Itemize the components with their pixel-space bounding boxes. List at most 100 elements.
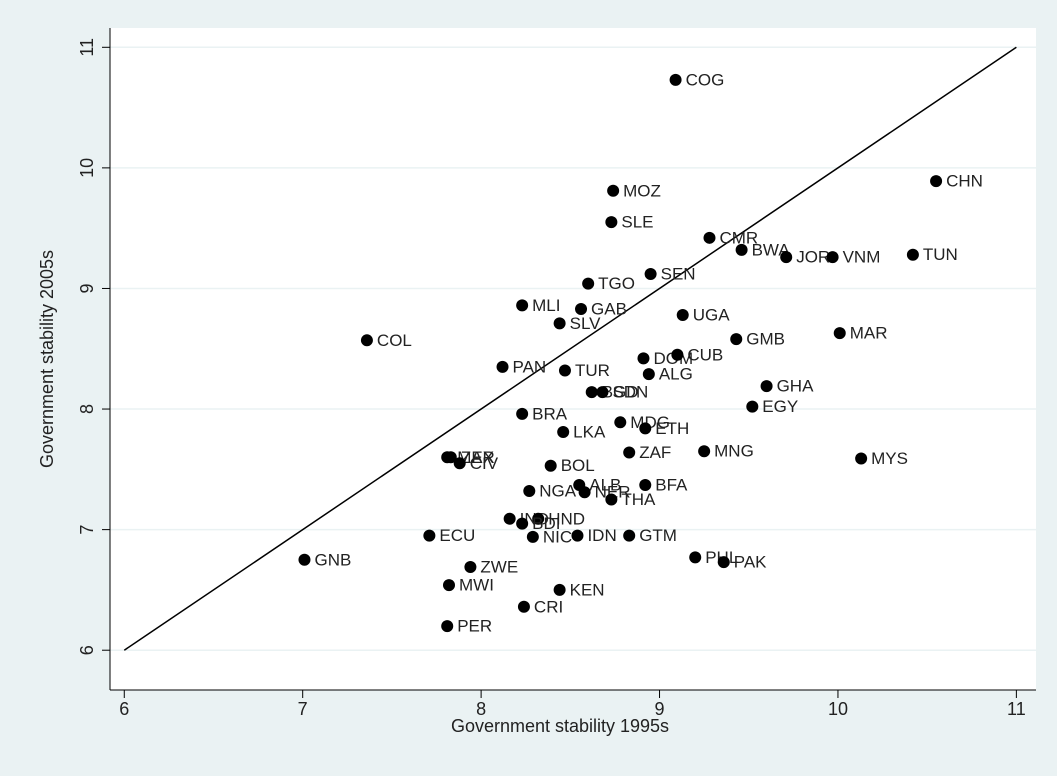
point-label: TUR: [575, 361, 610, 380]
point: [503, 512, 516, 525]
point: [730, 333, 743, 346]
point-label: EGY: [762, 397, 798, 416]
point: [532, 512, 545, 525]
point: [464, 561, 477, 574]
x-tick-label: 11: [1007, 699, 1026, 719]
point-label: BRA: [532, 404, 568, 423]
point-label: LKA: [573, 422, 606, 441]
point-label: UGA: [693, 305, 731, 324]
point-label: BDI: [532, 514, 560, 533]
point-label: CHN: [946, 172, 983, 191]
reference-line: [123, 46, 1017, 651]
point-label: JOR: [796, 248, 830, 267]
point-label: MOZ: [623, 181, 661, 200]
point: [298, 553, 311, 566]
point-label: MEX: [457, 448, 494, 467]
point: [423, 529, 436, 542]
point: [526, 530, 539, 543]
point-label: SLV: [570, 314, 602, 333]
point-label: THA: [621, 490, 656, 509]
point: [516, 299, 529, 312]
x-axis-label: Government stability 1995s: [451, 716, 669, 736]
x-tick-label: 10: [828, 699, 848, 719]
point: [644, 267, 657, 280]
point: [544, 459, 557, 472]
point: [553, 317, 566, 330]
point: [623, 529, 636, 542]
point-label: ALG: [659, 365, 693, 384]
point: [826, 251, 839, 264]
point: [553, 583, 566, 596]
point: [642, 368, 655, 381]
point: [444, 451, 457, 464]
point: [703, 231, 716, 244]
point: [523, 485, 536, 498]
point: [442, 579, 455, 592]
point-label: PAN: [513, 357, 547, 376]
point-label: CMR: [719, 228, 758, 247]
point: [698, 445, 711, 458]
point-label: GMB: [746, 330, 785, 349]
point-label: GTM: [639, 526, 677, 545]
point-label: KEN: [570, 580, 605, 599]
point: [582, 277, 595, 290]
point: [671, 348, 684, 361]
point-label: TGO: [598, 274, 635, 293]
point: [639, 479, 652, 492]
point-label: MYS: [871, 449, 908, 468]
point-label: MNG: [714, 442, 754, 461]
y-tick-label: 11: [77, 38, 97, 57]
point-label: BOL: [561, 456, 595, 475]
point-label: NER: [595, 483, 631, 502]
point: [575, 302, 588, 315]
point: [605, 493, 618, 506]
point-label: COG: [686, 70, 725, 89]
point-label: BFA: [655, 475, 688, 494]
point-label: CUB: [687, 345, 723, 364]
point-label: ZAR: [461, 448, 495, 467]
point-label: IDN: [587, 526, 616, 545]
point-label: VNM: [843, 248, 881, 267]
point: [578, 486, 591, 499]
point-label: NIC: [543, 527, 572, 546]
point-label: ALB: [589, 475, 621, 494]
point: [833, 327, 846, 340]
point-label: PER: [457, 617, 492, 636]
point: [607, 184, 620, 197]
point: [760, 380, 773, 393]
point-label: CIV: [470, 454, 499, 473]
point: [571, 529, 584, 542]
point-label: ZAF: [639, 443, 671, 462]
point: [717, 556, 730, 569]
point: [689, 551, 702, 564]
point: [605, 216, 618, 229]
point: [558, 364, 571, 377]
point-label: HND: [548, 509, 585, 528]
y-tick-label: 10: [77, 158, 97, 178]
y-axis-label: Government stability 2005s: [37, 250, 57, 468]
point: [623, 446, 636, 459]
point-label: BGD: [602, 383, 639, 402]
point-label: COL: [377, 331, 412, 350]
point: [516, 407, 529, 420]
point-label: ZWE: [480, 557, 518, 576]
y-tick-label: 6: [77, 645, 97, 655]
point: [637, 352, 650, 365]
point: [453, 457, 466, 470]
point: [360, 334, 373, 347]
point: [669, 73, 682, 86]
point: [614, 416, 627, 429]
point: [441, 620, 454, 633]
point: [735, 243, 748, 256]
x-tick-label: 9: [655, 699, 665, 719]
point-label: GHA: [777, 377, 815, 396]
point-label: MAR: [850, 324, 888, 343]
point: [596, 386, 609, 399]
point: [639, 422, 652, 435]
point-label: GNB: [314, 550, 351, 569]
point: [855, 452, 868, 465]
point-label: NGA: [539, 482, 577, 501]
point-label: MLI: [532, 296, 560, 315]
